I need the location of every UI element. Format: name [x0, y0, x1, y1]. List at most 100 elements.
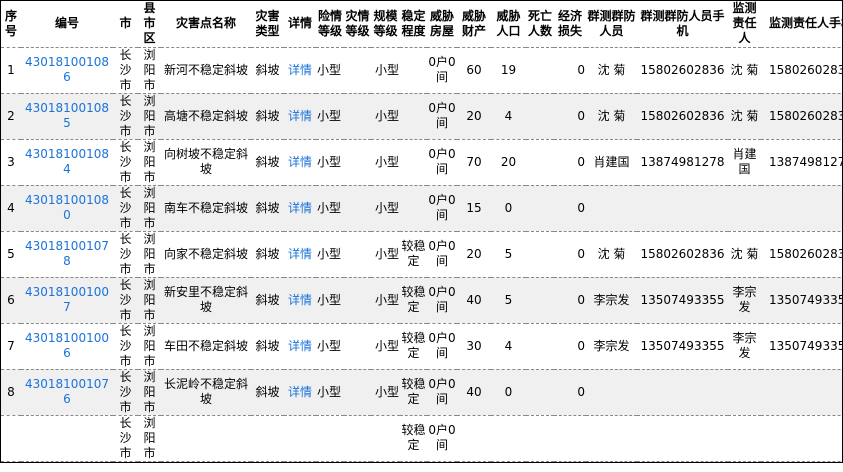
col-detail-cell: 详情 [284, 47, 316, 94]
col-disaster-level-cell [344, 185, 371, 232]
code-link[interactable]: 430181001006 [25, 331, 109, 360]
col-code-cell: 430181001078 [21, 231, 113, 278]
col-code-header[interactable]: 编号 [21, 1, 113, 48]
code-link[interactable]: 430181001080 [25, 193, 109, 222]
col-threat-people-cell: 5 [491, 231, 526, 278]
detail-link[interactable]: 详情 [287, 338, 312, 353]
code-link[interactable]: 430181001076 [25, 377, 109, 406]
detail-link[interactable]: 详情 [287, 384, 312, 399]
col-disaster-level-cell [344, 369, 371, 416]
col-no-header[interactable]: 序号 [1, 1, 21, 48]
col-guard-cell: 肖建国 [586, 139, 637, 186]
col-loss-header[interactable]: 经济损失 [554, 1, 586, 48]
col-monitor-cell [728, 185, 761, 232]
col-city-cell: 长沙市 [113, 47, 138, 94]
col-detail-header[interactable]: 详情 [284, 1, 316, 48]
col-disaster-level-header[interactable]: 灾情等级 [344, 1, 371, 48]
col-scale-level-cell: 小型 [371, 47, 400, 94]
code-link[interactable]: 430181001078 [25, 239, 109, 268]
col-scale-level-cell: 小型 [371, 185, 400, 232]
col-name-cell: 车田不稳定斜坡 [161, 323, 251, 370]
table-header-row: 序号 编号市县市区 灾害点名称 灾害类型 详情 险情等级 灾情等级 规模等级 稳定程度 威胁房屋威… [1, 1, 842, 48]
col-no-cell: 5 [1, 231, 21, 278]
col-threat-people-header[interactable]: 威胁人口 [491, 1, 526, 48]
table-row: 7 430181001006 长沙市 浏阳市 车田不稳定斜坡 斜坡 详情 小型 小型 较稳定 0户0… [1, 323, 842, 370]
col-threat-people-cell: 20 [491, 139, 526, 186]
col-scale-level-cell: 小型 [371, 139, 400, 186]
col-threat-property-cell: 20 [457, 93, 491, 140]
col-monitor-phone-header[interactable]: 监测责任人手机 [761, 1, 842, 48]
col-scale-level-cell: 小型 [371, 93, 400, 140]
detail-link[interactable]: 详情 [287, 292, 312, 307]
hazard-table: 序号 编号市县市区 灾害点名称 灾害类型 详情 险情等级 灾情等级 规模等级 稳定程度 威胁房屋威… [1, 1, 842, 462]
col-deaths-cell [526, 277, 554, 324]
col-guard-phone-cell [637, 415, 728, 462]
col-city-cell: 长沙市 [113, 277, 138, 324]
detail-link[interactable]: 详情 [287, 154, 312, 169]
col-county-header[interactable]: 县市区 [138, 1, 161, 48]
col-stability-cell [400, 185, 427, 232]
col-code-cell: 430181001084 [21, 139, 113, 186]
col-stability-cell: 较稳定 [400, 277, 427, 324]
col-scale-level-cell: 小型 [371, 323, 400, 370]
col-stability-header[interactable]: 稳定程度 [400, 1, 427, 48]
col-guard-phone-cell: 15802602836 [637, 231, 728, 278]
col-name-cell: 新安里不稳定斜坡 [161, 277, 251, 324]
col-guard-header[interactable]: 群测群防人员 [586, 1, 637, 48]
col-county-cell: 浏阳市 [138, 185, 161, 232]
col-county-cell: 浏阳市 [138, 415, 161, 462]
col-type-cell: 斜坡 [251, 47, 284, 94]
col-code-cell: 430181001007 [21, 277, 113, 324]
col-threat-house-cell: 0户0间 [427, 231, 457, 278]
table-row: 4 430181001080 长沙市 浏阳市 南车不稳定斜坡 斜坡 详情 小型 小型 0户0间 15… [1, 185, 842, 232]
col-type-cell: 斜坡 [251, 277, 284, 324]
col-monitor-cell: 沈 菊 [728, 231, 761, 278]
col-threat-property-header[interactable]: 威胁财产 [457, 1, 491, 48]
detail-link[interactable]: 详情 [287, 200, 312, 215]
detail-link[interactable]: 详情 [287, 108, 312, 123]
table-row: 1 430181001086 长沙市 浏阳市 新河不稳定斜坡 斜坡 详情 小型 小型 0户0间 60… [1, 47, 842, 94]
col-monitor-header[interactable]: 监测责任人 [728, 1, 761, 48]
col-deaths-cell [526, 139, 554, 186]
col-scale-level-header[interactable]: 规模等级 [371, 1, 400, 48]
col-no-cell [1, 415, 21, 462]
code-link[interactable]: 430181001007 [25, 285, 109, 314]
code-link[interactable]: 430181001085 [25, 101, 109, 130]
col-stability-cell: 较稳定 [400, 323, 427, 370]
col-monitor-cell: 李宗发 [728, 277, 761, 324]
col-threat-property-cell: 60 [457, 47, 491, 94]
col-danger-level-header[interactable]: 险情等级 [316, 1, 344, 48]
col-threat-property-cell: 30 [457, 323, 491, 370]
col-loss-cell: 0 [554, 323, 586, 370]
col-deaths-cell [526, 185, 554, 232]
col-threat-people-cell: 19 [491, 47, 526, 94]
col-type-cell [251, 415, 284, 462]
col-guard-phone-cell [637, 185, 728, 232]
col-guard-cell: 李宗发 [586, 323, 637, 370]
col-city-header[interactable]: 市 [113, 1, 138, 48]
code-link[interactable]: 430181001086 [25, 55, 109, 84]
col-type-cell: 斜坡 [251, 323, 284, 370]
col-threat-house-cell: 0户0间 [427, 277, 457, 324]
col-monitor-cell [728, 369, 761, 416]
col-guard-cell: 沈 菊 [586, 231, 637, 278]
col-type-header[interactable]: 灾害类型 [251, 1, 284, 48]
detail-link[interactable]: 详情 [287, 246, 312, 261]
col-guard-phone-cell: 13507493355 [637, 323, 728, 370]
code-link[interactable]: 430181001084 [25, 147, 109, 176]
col-code-cell: 430181001076 [21, 369, 113, 416]
col-monitor-cell: 肖建国 [728, 139, 761, 186]
col-county-cell: 浏阳市 [138, 277, 161, 324]
col-guard-phone-header[interactable]: 群测群防人员手机 [637, 1, 728, 48]
col-guard-cell: 沈 菊 [586, 47, 637, 94]
col-scale-level-cell: 小型 [371, 231, 400, 278]
col-stability-cell [400, 93, 427, 140]
col-name-header[interactable]: 灾害点名称 [161, 1, 251, 48]
col-threat-property-cell: 70 [457, 139, 491, 186]
col-deaths-header[interactable]: 死亡人数 [526, 1, 554, 48]
col-danger-level-cell [316, 415, 344, 462]
col-threat-house-header[interactable]: 威胁房屋 [427, 1, 457, 48]
col-monitor-phone-cell [761, 369, 842, 416]
detail-link[interactable]: 详情 [287, 62, 312, 77]
